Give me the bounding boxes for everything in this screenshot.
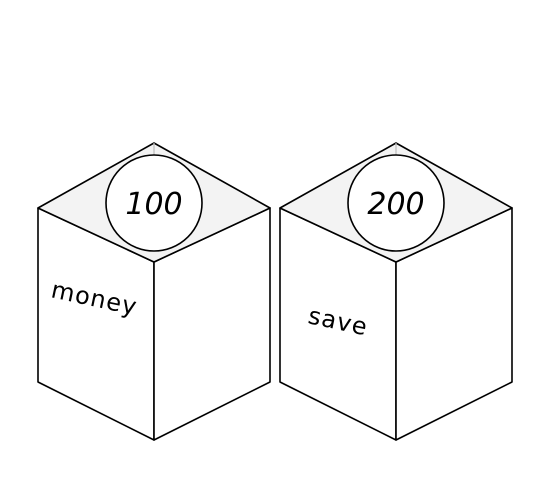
coin-200 xyxy=(347,154,445,252)
coin-100 xyxy=(105,154,203,252)
coin-200-value: 200 xyxy=(367,187,424,222)
box-money: 100 money xyxy=(37,142,271,441)
box-save: 200 save xyxy=(279,142,513,441)
coin-100-value: 100 xyxy=(125,187,182,222)
